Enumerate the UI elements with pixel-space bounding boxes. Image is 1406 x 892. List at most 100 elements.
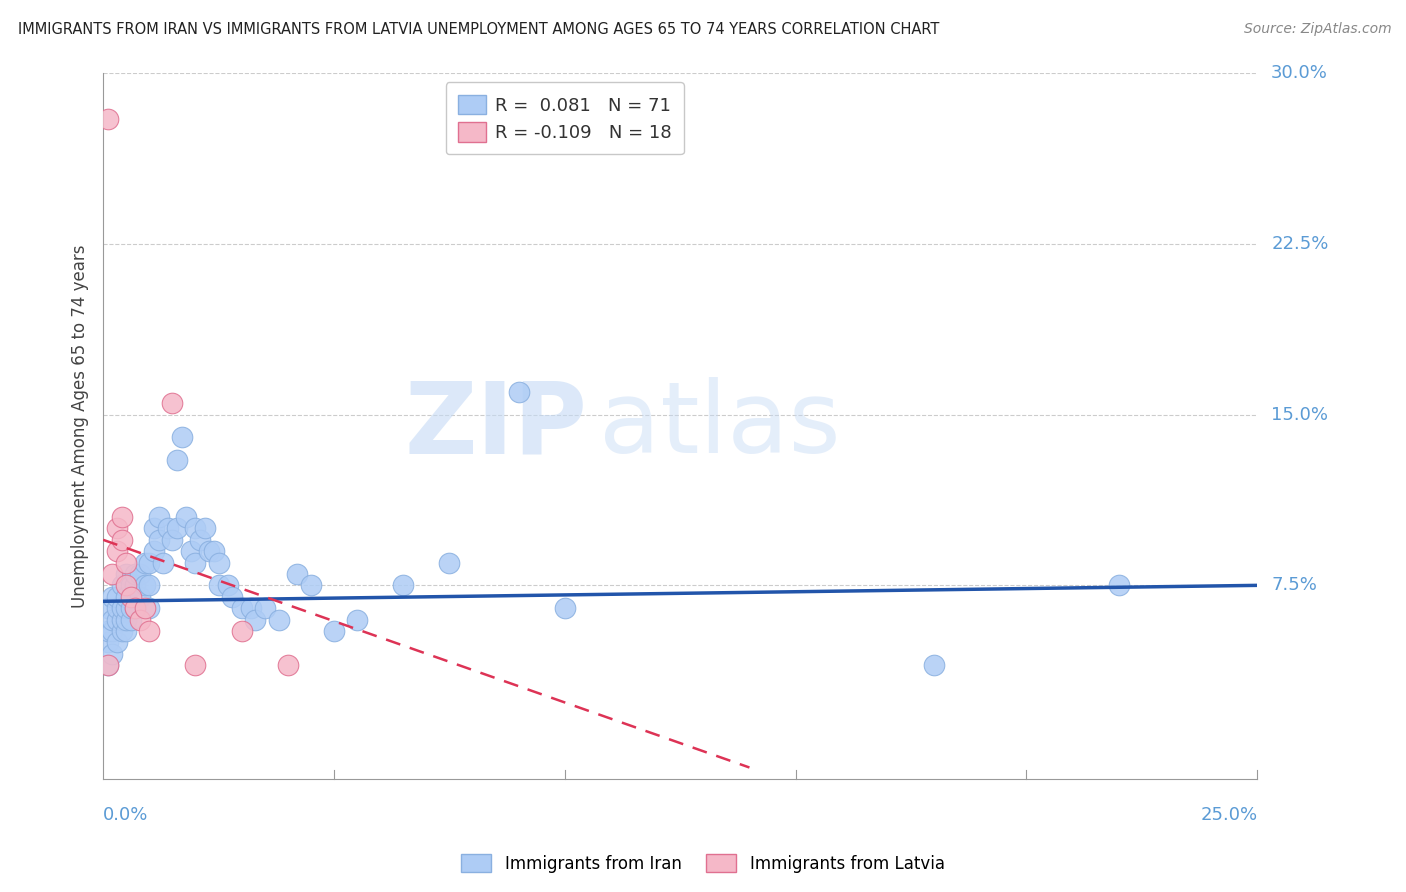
Point <box>120 601 142 615</box>
Point <box>138 624 160 638</box>
Text: Source: ZipAtlas.com: Source: ZipAtlas.com <box>1244 22 1392 37</box>
Point <box>124 601 146 615</box>
Point <box>101 624 124 638</box>
Text: 22.5%: 22.5% <box>1271 235 1329 252</box>
Text: ZIP: ZIP <box>405 377 588 475</box>
Point <box>110 624 132 638</box>
Point <box>101 566 124 581</box>
Text: 30.0%: 30.0% <box>1271 64 1329 82</box>
Point <box>115 624 138 638</box>
Point <box>110 601 132 615</box>
Point <box>184 556 207 570</box>
Point <box>180 544 202 558</box>
Point <box>110 510 132 524</box>
Point <box>142 544 165 558</box>
Legend: Immigrants from Iran, Immigrants from Latvia: Immigrants from Iran, Immigrants from La… <box>454 847 952 880</box>
Text: 15.0%: 15.0% <box>1271 406 1329 424</box>
Point <box>188 533 211 547</box>
Point <box>285 566 308 581</box>
Point <box>124 578 146 592</box>
Point <box>138 601 160 615</box>
Point <box>198 544 221 558</box>
Point <box>115 590 138 604</box>
Text: 0.0%: 0.0% <box>103 806 149 824</box>
Point <box>115 601 138 615</box>
Point <box>323 624 346 638</box>
Point <box>129 613 152 627</box>
Point <box>221 590 243 604</box>
Point <box>1108 578 1130 592</box>
Point <box>110 578 132 592</box>
Y-axis label: Unemployment Among Ages 65 to 74 years: Unemployment Among Ages 65 to 74 years <box>72 244 89 607</box>
Point <box>134 578 156 592</box>
Point <box>97 112 120 126</box>
Point <box>239 601 262 615</box>
Point <box>253 601 276 615</box>
Point <box>115 566 138 581</box>
Point <box>110 533 132 547</box>
Point <box>101 647 124 661</box>
Point <box>97 635 120 649</box>
Point <box>120 590 142 604</box>
Point <box>124 566 146 581</box>
Point <box>105 521 128 535</box>
Point <box>922 658 945 673</box>
Point <box>105 635 128 649</box>
Point <box>231 624 253 638</box>
Point <box>129 590 152 604</box>
Point <box>148 510 170 524</box>
Point <box>152 556 174 570</box>
Point <box>97 658 120 673</box>
Point <box>142 521 165 535</box>
Text: IMMIGRANTS FROM IRAN VS IMMIGRANTS FROM LATVIA UNEMPLOYMENT AMONG AGES 65 TO 74 : IMMIGRANTS FROM IRAN VS IMMIGRANTS FROM … <box>18 22 939 37</box>
Point <box>245 613 267 627</box>
Point <box>115 556 138 570</box>
Point <box>346 613 368 627</box>
Legend: R =  0.081   N = 71, R = -0.109   N = 18: R = 0.081 N = 71, R = -0.109 N = 18 <box>446 82 683 154</box>
Point <box>97 624 120 638</box>
Point <box>101 590 124 604</box>
Point <box>267 613 290 627</box>
Point <box>162 396 184 410</box>
Point <box>105 613 128 627</box>
Point <box>110 613 132 627</box>
Point <box>392 578 415 592</box>
Point <box>138 578 160 592</box>
Point <box>174 510 197 524</box>
Point <box>105 590 128 604</box>
Point <box>120 578 142 592</box>
Point <box>508 384 530 399</box>
Point <box>97 601 120 615</box>
Point <box>439 556 461 570</box>
Point <box>231 601 253 615</box>
Point <box>129 566 152 581</box>
Point <box>134 556 156 570</box>
Point <box>217 578 239 592</box>
Point <box>97 658 120 673</box>
Point <box>277 658 299 673</box>
Point <box>105 601 128 615</box>
Point <box>115 578 138 592</box>
Text: 7.5%: 7.5% <box>1271 576 1317 594</box>
Point <box>554 601 576 615</box>
Point <box>138 556 160 570</box>
Point <box>162 533 184 547</box>
Point <box>124 601 146 615</box>
Point <box>148 533 170 547</box>
Point <box>166 453 188 467</box>
Text: 25.0%: 25.0% <box>1201 806 1257 824</box>
Point <box>207 578 229 592</box>
Point <box>299 578 322 592</box>
Point <box>207 556 229 570</box>
Text: atlas: atlas <box>599 377 841 475</box>
Point <box>156 521 179 535</box>
Point <box>120 613 142 627</box>
Point <box>105 544 128 558</box>
Point <box>184 521 207 535</box>
Point <box>101 613 124 627</box>
Point <box>166 521 188 535</box>
Point <box>170 430 193 444</box>
Point <box>134 601 156 615</box>
Point <box>184 658 207 673</box>
Point <box>202 544 225 558</box>
